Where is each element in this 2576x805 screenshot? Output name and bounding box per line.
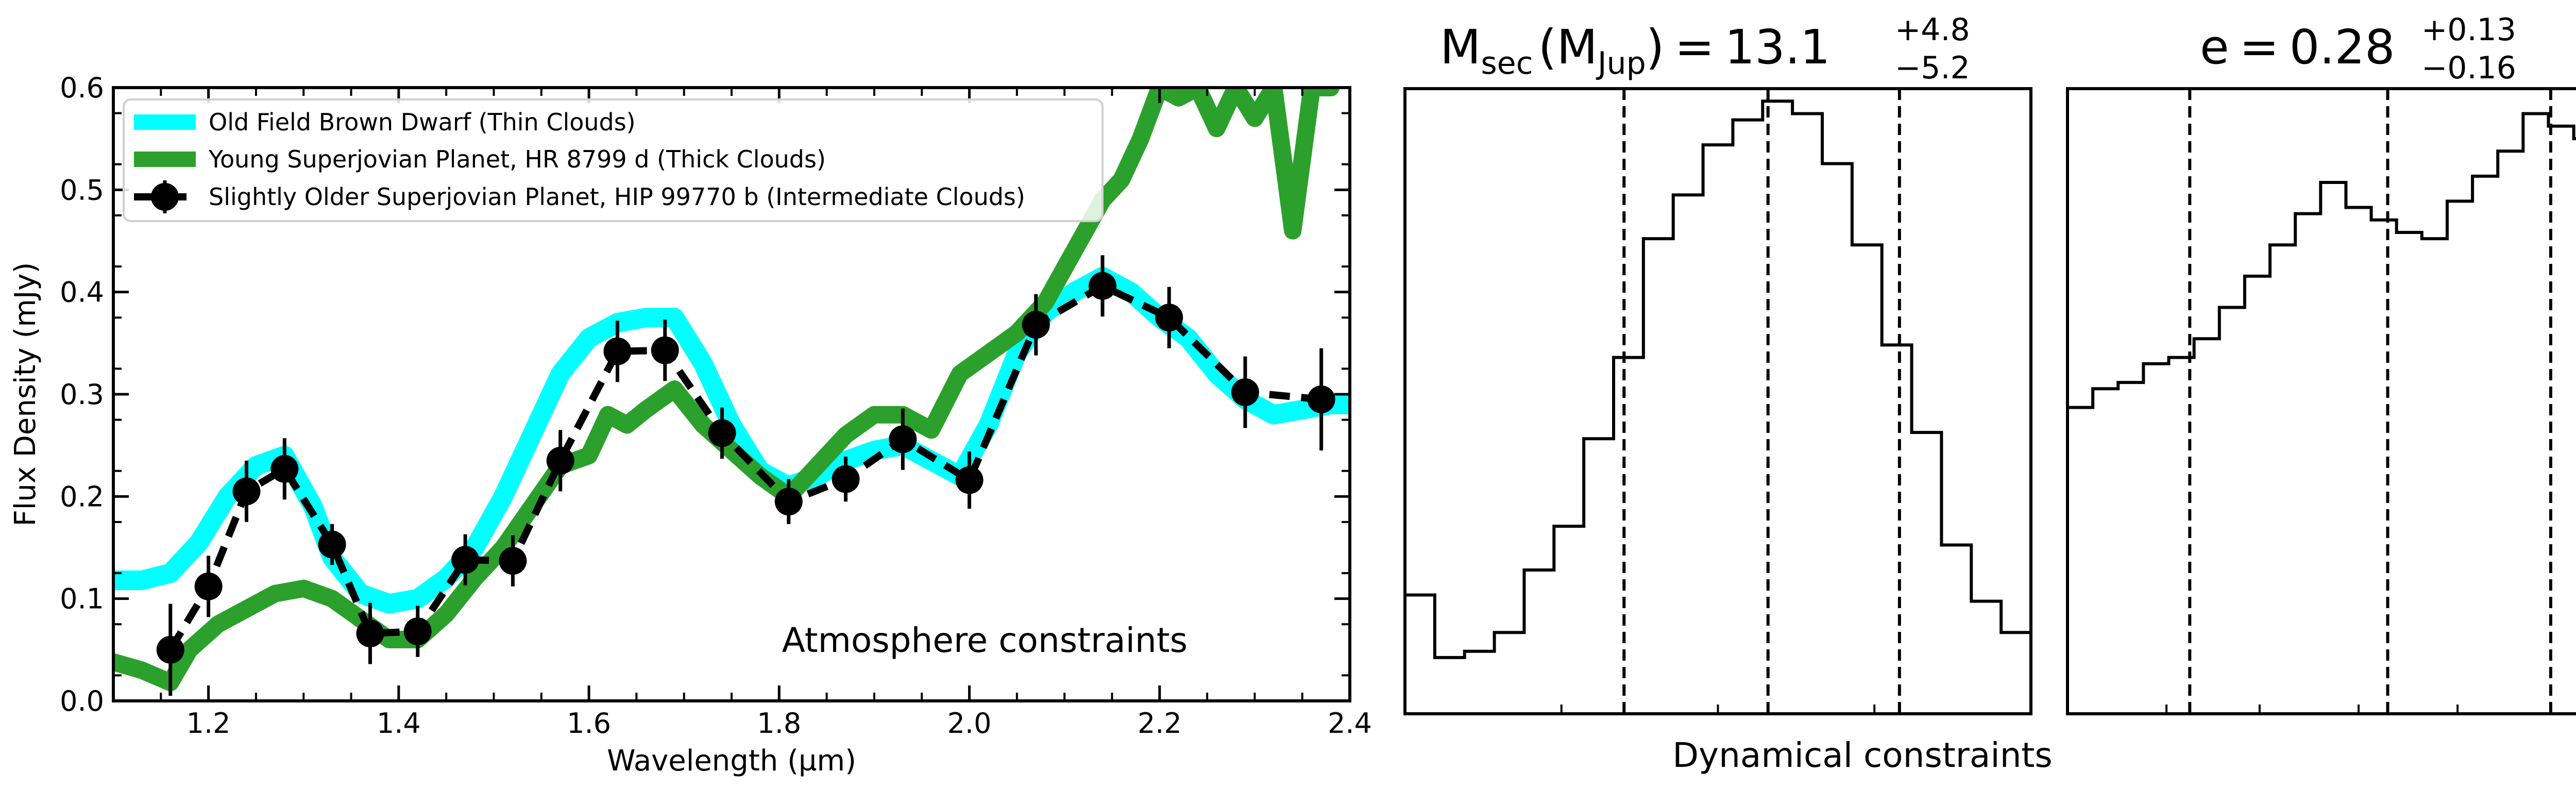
mass-title-close-paren: )	[1646, 20, 1665, 75]
x-tick-label: 2.4	[1328, 707, 1372, 740]
spectrum-x-axis-label: Wavelength (µm)	[607, 744, 856, 778]
data-point-marker	[1231, 378, 1259, 407]
y-tick-label: 0.6	[60, 72, 104, 104]
ecc-histogram-step	[2067, 112, 2576, 409]
mass-title-lower-error: −5.2	[1895, 50, 1970, 86]
ecc-title-symbol: e	[2200, 20, 2229, 75]
data-point-marker	[194, 572, 223, 600]
data-point-marker	[651, 336, 679, 364]
data-point-marker	[232, 477, 261, 506]
legend-label-brown-dwarf: Old Field Brown Dwarf (Thin Clouds)	[209, 108, 636, 136]
data-point-marker	[546, 446, 574, 475]
y-tick-label: 0.4	[60, 276, 104, 309]
spectrum-series-group	[113, 88, 1350, 696]
mass-title-equals: =	[1675, 20, 1715, 75]
dynamical-constraints-label: Dynamical constraints	[1672, 735, 2053, 775]
legend-label-hip99770b: Slightly Older Superjovian Planet, HIP 9…	[209, 183, 1025, 211]
mass-title-value: 13.1	[1725, 20, 1831, 75]
data-point-marker	[889, 425, 917, 454]
y-tick-label: 0.1	[60, 583, 104, 615]
ecc-title-upper-error: +0.13	[2421, 12, 2516, 48]
data-point-marker	[451, 546, 480, 574]
data-point-marker	[603, 337, 632, 365]
ecc-title-value: 0.28	[2290, 20, 2395, 75]
data-point-marker	[356, 619, 384, 648]
spectrum-y-axis-label: Flux Density (mJy)	[9, 262, 42, 527]
mass-posterior-title: Msec (MJup) = 13.1	[1440, 20, 1831, 81]
spectrum-plot-area	[113, 88, 1350, 696]
mass-title-unit: M	[1556, 20, 1597, 75]
x-tick-label: 1.8	[757, 707, 801, 740]
legend-swatch-hip99770b-marker	[151, 183, 179, 211]
y-tick-label: 0.5	[60, 174, 104, 206]
y-tick-label: 0.2	[60, 480, 104, 513]
data-point-marker	[955, 466, 984, 494]
data-point-marker	[318, 530, 346, 559]
x-tick-label: 2.2	[1138, 707, 1182, 740]
mass-histogram-area	[1405, 89, 2031, 714]
spectrum-legend: Old Field Brown Dwarf (Thin Clouds) Youn…	[123, 98, 1104, 222]
x-tick-label: 1.4	[377, 707, 421, 740]
data-point-marker	[499, 547, 527, 575]
data-point-marker	[403, 617, 432, 646]
data-point-marker	[156, 635, 184, 664]
mass-title-upper-error: +4.8	[1895, 12, 1970, 48]
mass-title-symbol-subscript: sec	[1481, 45, 1533, 81]
x-tick-label: 1.2	[187, 707, 231, 740]
data-point-marker	[832, 465, 860, 493]
mass-posterior-panel: Msec (MJup) = 13.1 +4.8 −5.2	[1403, 12, 2032, 715]
ecc-axes-frame	[2066, 87, 2576, 715]
series-line-2	[167, 282, 1322, 652]
legend-box	[123, 98, 1104, 222]
mass-title-unit-subscript: Jup	[1596, 45, 1646, 81]
y-tick-label: 0.0	[60, 685, 104, 717]
ecc-posterior-title: e = 0.28	[2200, 20, 2395, 75]
mass-title-open-paren: (	[1538, 20, 1557, 75]
ecc-title-lower-error: −0.16	[2421, 50, 2516, 86]
y-tick-label: 0.3	[60, 378, 104, 411]
ecc-title-equals: =	[2240, 20, 2279, 75]
data-point-marker	[774, 488, 803, 516]
atmosphere-constraints-label: Atmosphere constraints	[782, 620, 1188, 660]
spectrum-panel: 1.2 1.4 1.6 1.8 2.0 2.2 2.4 0.0 0.1 0.2 0.3 0.4 0.5 0…	[9, 72, 1372, 778]
x-tick-label: 2.0	[947, 707, 992, 740]
mass-axes-frame	[1403, 87, 2032, 715]
data-point-marker	[1307, 385, 1335, 413]
ecc-histogram-area	[2067, 89, 2576, 714]
data-point-marker	[1022, 311, 1050, 339]
data-point-marker	[708, 419, 736, 447]
mass-histogram-step	[1405, 99, 2031, 659]
eccentricity-posterior-panel: e = 0.28 +0.13 −0.16	[2066, 12, 2576, 715]
mass-title-symbol: M	[1440, 20, 1481, 75]
legend-label-hr8799d: Young Superjovian Planet, HR 8799 d (Thi…	[208, 145, 826, 173]
data-point-marker	[1089, 272, 1116, 300]
data-point-marker	[1155, 304, 1183, 332]
data-point-marker	[270, 455, 299, 483]
x-tick-label: 1.6	[567, 707, 611, 740]
